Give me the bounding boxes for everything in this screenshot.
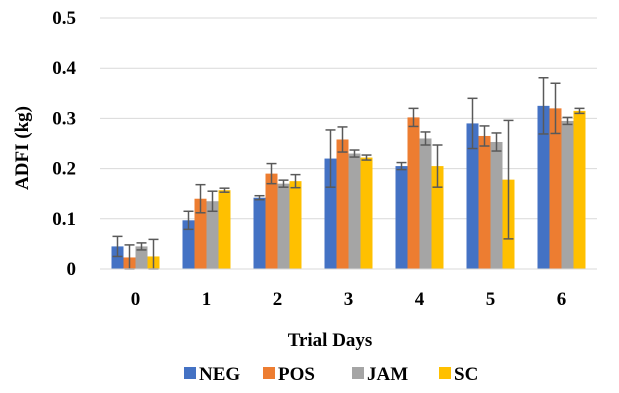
- y-tick-label: 0.1: [52, 209, 76, 230]
- legend: NEG POS JAM SC: [184, 364, 478, 385]
- bar-pos-day-4: [407, 117, 420, 270]
- x-axis-title: Trial Days: [288, 330, 373, 351]
- legend-item-jam: JAM: [352, 364, 408, 385]
- error-bar-neg-day-2: [254, 194, 265, 201]
- x-tick-label: 2: [273, 289, 283, 310]
- error-bar-sc-day-6: [574, 107, 585, 115]
- x-tick-label: 1: [202, 289, 212, 310]
- x-tick-label: 6: [557, 289, 567, 310]
- legend-item-pos: POS: [263, 364, 315, 385]
- bar-neg-day-3: [324, 158, 337, 269]
- legend-item-neg: NEG: [184, 364, 240, 385]
- bar-neg-day-6: [537, 105, 550, 269]
- bar-jam-day-6: [561, 120, 574, 269]
- legend-swatch: [439, 367, 451, 379]
- bar-pos-day-1: [194, 198, 207, 269]
- error-bars: [112, 76, 585, 270]
- error-bar-jam-day-3: [349, 149, 360, 158]
- legend-swatch: [352, 367, 364, 379]
- y-tick-label: 0.2: [52, 159, 76, 180]
- error-bar-sc-day-2: [290, 173, 301, 189]
- error-bar-pos-day-5: [479, 125, 490, 147]
- error-bar-jam-day-5: [491, 132, 502, 152]
- error-bar-neg-day-4: [396, 161, 407, 171]
- bar-jam-day-0: [135, 246, 148, 269]
- bar-sc-day-2: [289, 181, 302, 269]
- bar-sc-day-4: [431, 166, 444, 269]
- error-bar-pos-day-6: [550, 82, 561, 135]
- legend-swatch: [263, 367, 275, 379]
- x-tick-label: 5: [486, 289, 496, 310]
- bar-pos-day-3: [336, 139, 349, 269]
- y-tick-labels: 0 0.1 0.2 0.3 0.4 0.5: [52, 8, 76, 280]
- error-bar-jam-day-2: [278, 179, 289, 188]
- error-bar-jam-day-6: [562, 116, 573, 126]
- error-bar-pos-day-2: [266, 162, 277, 185]
- error-bar-pos-day-4: [408, 107, 419, 128]
- y-tick-label: 0: [67, 259, 77, 280]
- legend-item-sc: SC: [439, 364, 478, 385]
- error-bar-sc-day-1: [219, 187, 230, 193]
- x-tick-label: 4: [415, 289, 425, 310]
- error-bar-jam-day-0: [136, 242, 147, 251]
- legend-label: JAM: [367, 364, 408, 385]
- y-tick-label: 0.3: [52, 108, 76, 129]
- bar-neg-day-5: [466, 123, 479, 269]
- legend-label: POS: [278, 364, 315, 385]
- bar-jam-day-5: [490, 141, 503, 269]
- error-bar-neg-day-5: [467, 97, 478, 150]
- error-bar-sc-day-3: [361, 154, 372, 161]
- bar-neg-day-2: [253, 197, 266, 269]
- bar-sc-day-1: [218, 190, 231, 269]
- bar-neg-day-1: [182, 220, 195, 269]
- legend-swatch: [184, 367, 196, 379]
- bar-sc-day-3: [360, 157, 373, 269]
- bar-pos-day-5: [478, 135, 491, 269]
- bar-neg-day-0: [111, 246, 124, 269]
- error-bar-sc-day-4: [432, 144, 443, 188]
- bar-jam-day-2: [277, 183, 290, 269]
- x-tick-label: 0: [131, 289, 141, 310]
- bar-pos-day-2: [265, 173, 278, 269]
- error-bar-neg-day-6: [538, 76, 549, 135]
- bar-jam-day-3: [348, 153, 361, 269]
- error-bar-pos-day-1: [195, 183, 206, 214]
- error-bar-jam-day-1: [207, 190, 218, 213]
- y-axis-title: ADFI (kg): [12, 106, 33, 190]
- legend-label: SC: [454, 364, 478, 385]
- bar-pos-day-6: [549, 108, 562, 269]
- bar-jam-day-1: [206, 201, 219, 269]
- y-tick-label: 0.4: [52, 58, 76, 79]
- x-tick-labels: 0 1 2 3 4 5 6: [131, 289, 567, 310]
- error-bar-jam-day-4: [420, 131, 431, 146]
- bars: [111, 105, 586, 270]
- bar-jam-day-4: [419, 138, 432, 269]
- error-bar-pos-day-3: [337, 126, 348, 153]
- error-bar-neg-day-0: [112, 235, 123, 258]
- error-bar-neg-day-3: [325, 129, 336, 188]
- error-bar-neg-day-1: [183, 210, 194, 231]
- y-tick-label: 0.5: [52, 8, 76, 29]
- error-bar-sc-day-5: [503, 119, 514, 240]
- x-tick-label: 3: [344, 289, 354, 310]
- bar-sc-day-6: [573, 110, 586, 270]
- legend-label: NEG: [199, 364, 240, 385]
- bar-neg-day-4: [395, 166, 408, 269]
